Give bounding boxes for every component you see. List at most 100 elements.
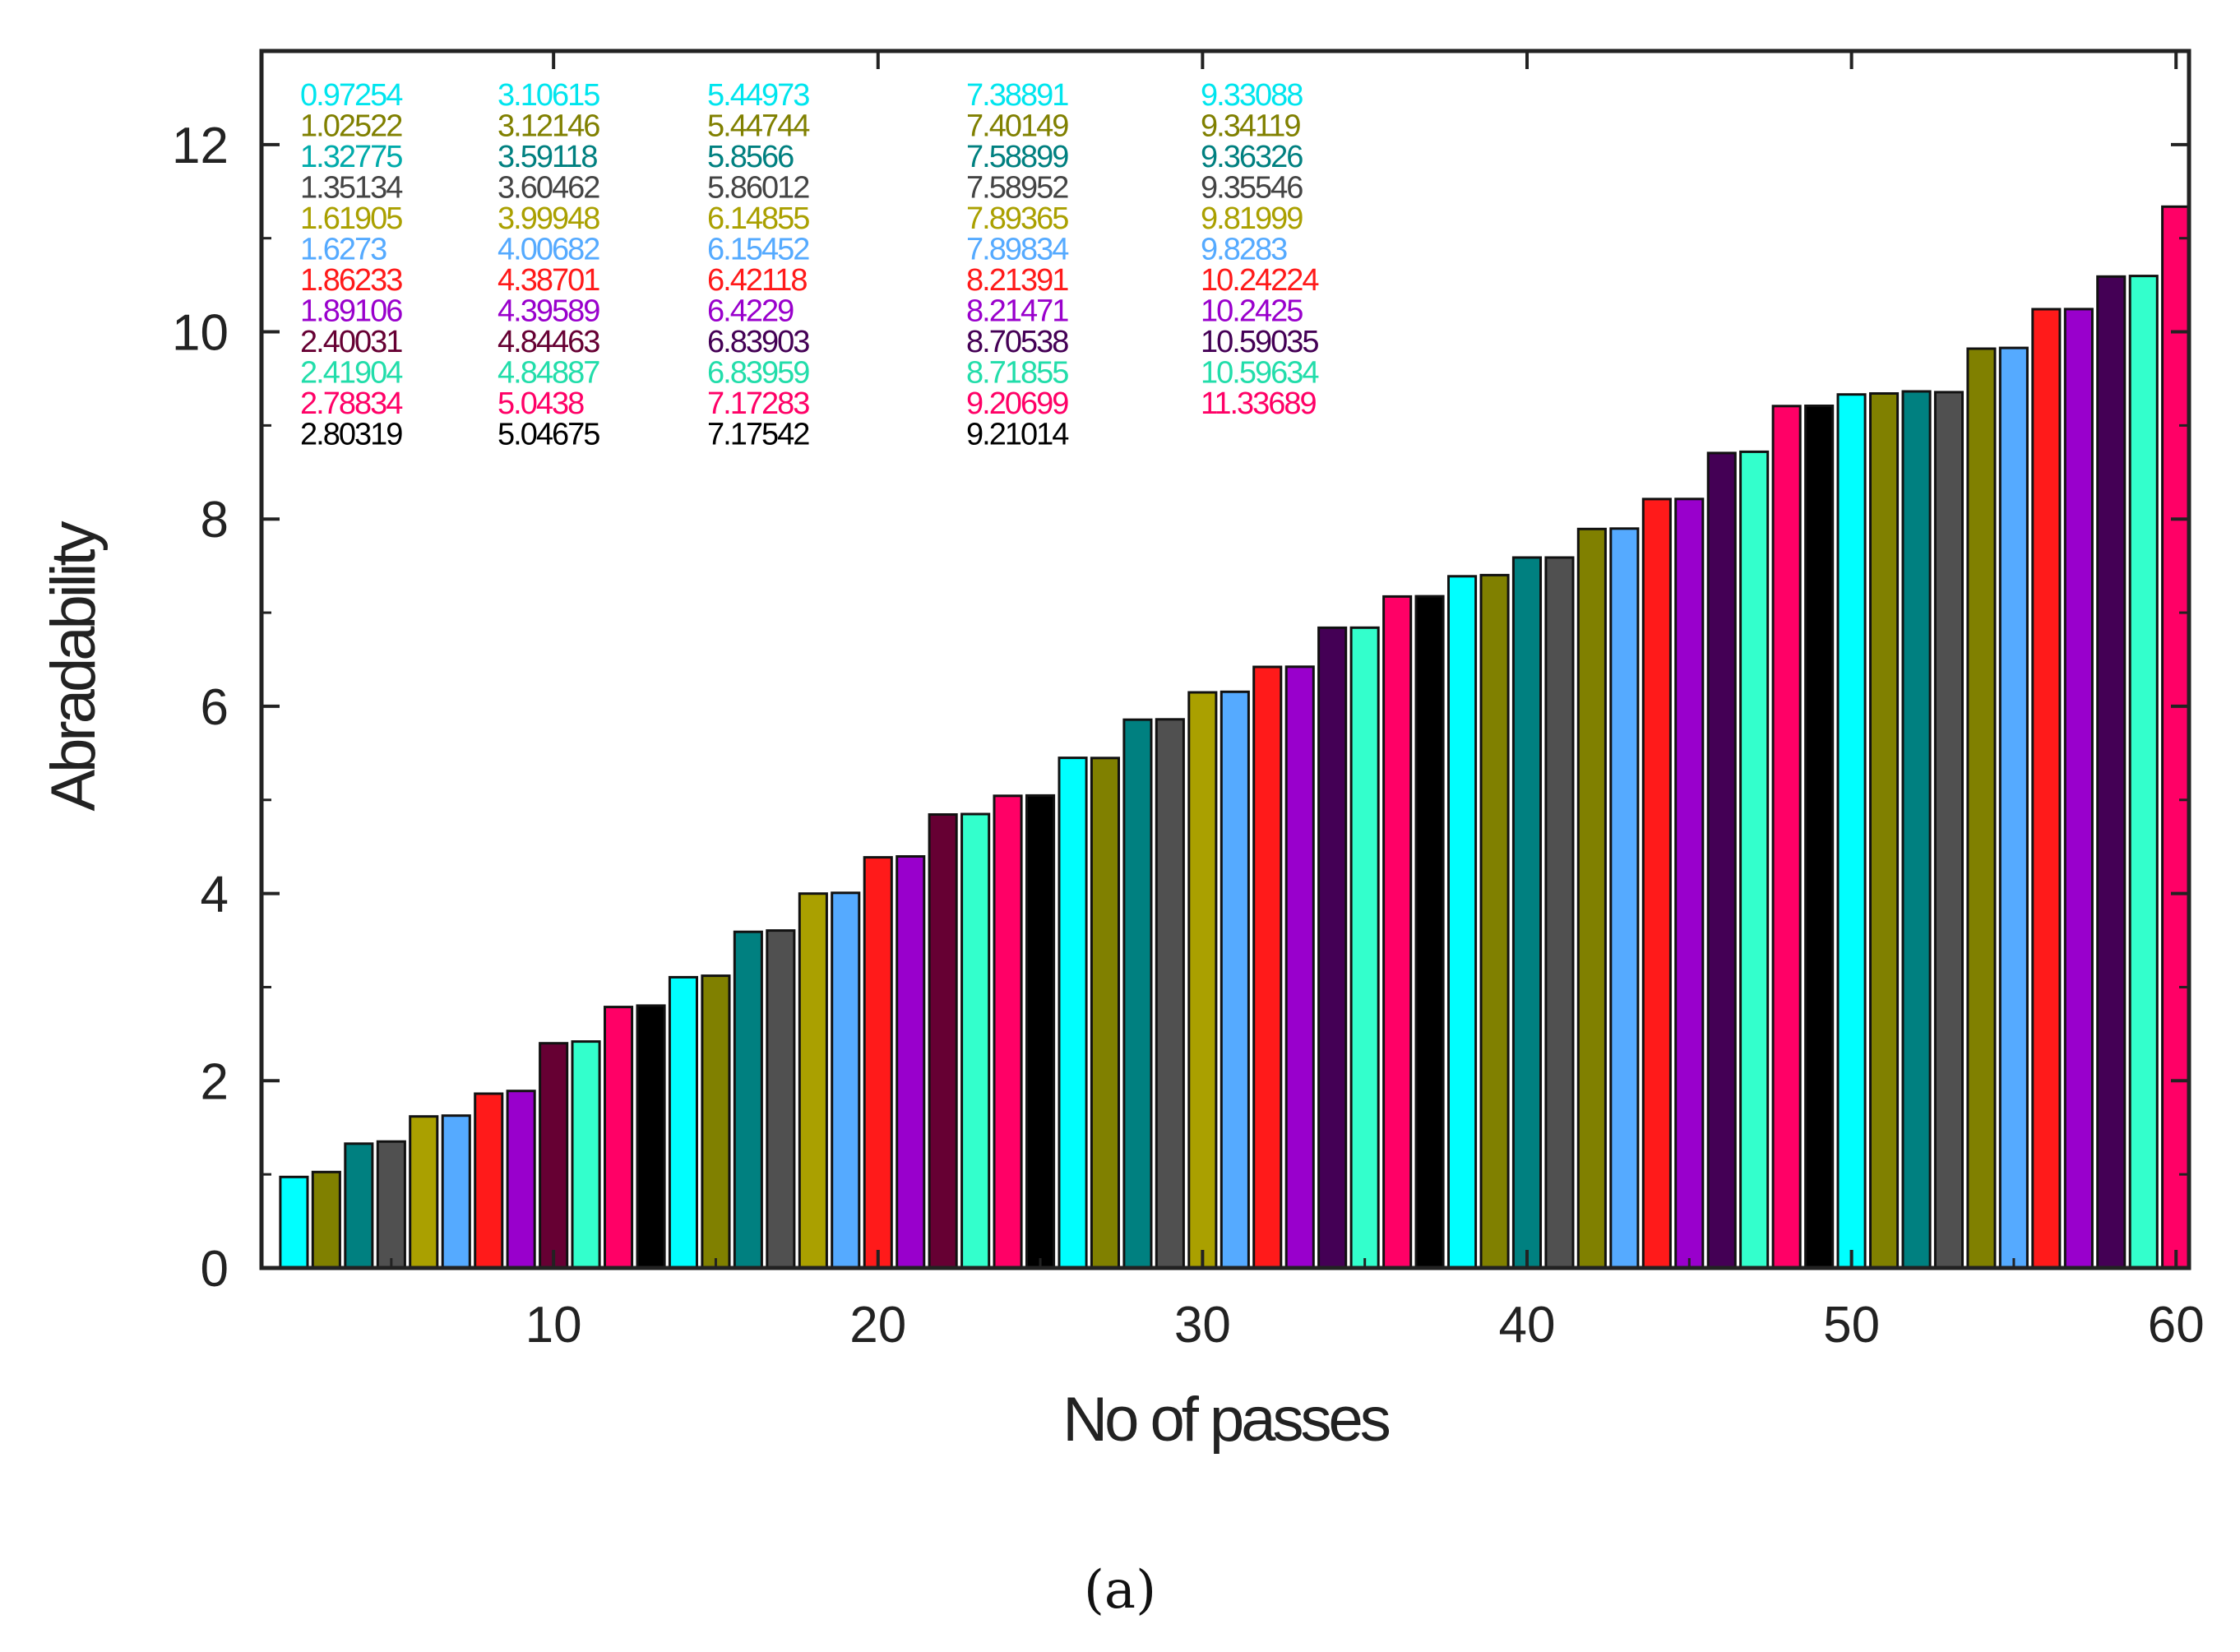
x-tick-label: 30 bbox=[1174, 1297, 1231, 1354]
bar-pass-57 bbox=[2063, 308, 2094, 1270]
value-label: 10.59634 bbox=[1201, 356, 1319, 391]
value-label: 9.36326 bbox=[1201, 140, 1303, 174]
value-label: 9.35546 bbox=[1201, 171, 1303, 206]
bar-pass-40 bbox=[1511, 556, 1543, 1270]
value-label: 0.97254 bbox=[300, 78, 403, 113]
value-label: 5.44973 bbox=[707, 78, 809, 113]
bar-pass-6 bbox=[409, 1115, 439, 1270]
value-label: 6.83903 bbox=[707, 325, 809, 359]
value-label: 1.02522 bbox=[300, 109, 402, 144]
value-label: 5.86012 bbox=[707, 171, 809, 206]
x-tick-label: 40 bbox=[1499, 1297, 1556, 1354]
bar-pass-36 bbox=[1382, 595, 1413, 1270]
bar-pass-11 bbox=[571, 1040, 601, 1270]
value-label: 4.00682 bbox=[498, 233, 599, 267]
bar-pass-25 bbox=[1025, 794, 1056, 1270]
value-label: 9.81999 bbox=[1201, 201, 1303, 236]
value-label: 2.78834 bbox=[300, 386, 403, 421]
bar-pass-19 bbox=[831, 891, 861, 1270]
bar-pass-56 bbox=[2031, 308, 2062, 1270]
bar-pass-31 bbox=[1220, 690, 1250, 1270]
bar-pass-44 bbox=[1641, 497, 1672, 1270]
value-label: 8.21391 bbox=[966, 263, 1068, 298]
bar-pass-53 bbox=[1933, 391, 1964, 1270]
bar-pass-14 bbox=[668, 975, 699, 1270]
value-label: 4.84463 bbox=[498, 325, 599, 359]
y-tick-label: 8 bbox=[201, 492, 229, 548]
bar-pass-24 bbox=[993, 794, 1023, 1270]
bar-pass-51 bbox=[1869, 392, 1900, 1270]
value-label: 9.8283 bbox=[1201, 233, 1287, 267]
bar-pass-46 bbox=[1706, 451, 1737, 1270]
value-label: 9.33088 bbox=[1201, 78, 1303, 113]
bar-pass-52 bbox=[1901, 390, 1932, 1270]
value-label: 10.24224 bbox=[1201, 263, 1319, 298]
bar-pass-20 bbox=[863, 856, 893, 1270]
value-label: 2.80319 bbox=[300, 418, 402, 452]
plot-frame bbox=[259, 49, 2191, 1270]
value-label: 9.34119 bbox=[1201, 109, 1300, 144]
bar-pass-35 bbox=[1349, 626, 1380, 1270]
value-label: 3.99948 bbox=[498, 201, 599, 236]
bar-pass-49 bbox=[1804, 405, 1835, 1270]
value-label: 9.21014 bbox=[966, 418, 1069, 452]
bar-pass-15 bbox=[701, 974, 731, 1270]
value-label: 3.60462 bbox=[498, 171, 599, 206]
value-label: 8.71855 bbox=[966, 356, 1068, 391]
bar-pass-54 bbox=[1966, 347, 1997, 1270]
y-tick-label: 6 bbox=[201, 679, 229, 736]
bar-pass-45 bbox=[1674, 497, 1705, 1270]
value-label: 6.83959 bbox=[707, 356, 809, 391]
value-label: 4.38701 bbox=[498, 263, 599, 298]
bar-pass-41 bbox=[1544, 556, 1575, 1270]
bar-pass-50 bbox=[1836, 393, 1867, 1270]
value-label: 5.8566 bbox=[707, 140, 794, 174]
value-label: 2.40031 bbox=[300, 325, 402, 359]
bar-pass-9 bbox=[506, 1090, 536, 1270]
value-label: 6.14855 bbox=[707, 201, 809, 236]
bar-pass-32 bbox=[1252, 665, 1283, 1270]
value-label: 8.70538 bbox=[966, 325, 1068, 359]
value-label: 7.17542 bbox=[707, 418, 809, 452]
value-label: 1.35134 bbox=[300, 171, 403, 206]
value-label: 8.21471 bbox=[966, 294, 1068, 329]
value-label: 9.20699 bbox=[966, 386, 1068, 421]
bar-pass-27 bbox=[1090, 757, 1121, 1270]
bar-pass-58 bbox=[2096, 275, 2127, 1270]
panel-label: (a) bbox=[1084, 1560, 1156, 1621]
bar-pass-38 bbox=[1447, 575, 1478, 1270]
x-tick-label: 20 bbox=[849, 1297, 906, 1354]
value-label: 4.39589 bbox=[498, 294, 599, 329]
bar-pass-5 bbox=[376, 1140, 406, 1270]
value-label: 4.84887 bbox=[498, 356, 599, 391]
bar-pass-16 bbox=[733, 930, 763, 1270]
value-label: 3.59118 bbox=[498, 140, 597, 174]
bar-pass-7 bbox=[441, 1114, 471, 1270]
bar-pass-10 bbox=[539, 1042, 569, 1270]
value-label: 3.12146 bbox=[498, 109, 599, 144]
value-label: 7.17283 bbox=[707, 386, 809, 421]
bar-pass-30 bbox=[1187, 691, 1218, 1270]
value-label: 1.32775 bbox=[300, 140, 402, 174]
y-axis-title: Abradability bbox=[39, 521, 109, 811]
x-tick-label: 60 bbox=[2148, 1297, 2205, 1354]
value-label: 5.04675 bbox=[498, 418, 599, 452]
x-tick-label: 50 bbox=[1823, 1297, 1880, 1354]
bar-pass-42 bbox=[1576, 527, 1607, 1270]
value-label: 6.4229 bbox=[707, 294, 794, 329]
bar-pass-23 bbox=[960, 812, 991, 1270]
value-label: 7.58899 bbox=[966, 140, 1068, 174]
bars-layer bbox=[279, 205, 2191, 1270]
bar-pass-47 bbox=[1739, 450, 1770, 1270]
y-tick-label: 0 bbox=[201, 1241, 229, 1298]
bar-pass-26 bbox=[1058, 757, 1088, 1270]
value-label: 5.44744 bbox=[707, 109, 810, 144]
y-tick-label: 4 bbox=[201, 867, 229, 923]
bar-pass-39 bbox=[1479, 573, 1510, 1270]
y-tick-label: 10 bbox=[172, 305, 229, 362]
bar-pass-59 bbox=[2128, 275, 2159, 1270]
value-label: 5.0438 bbox=[498, 386, 584, 421]
bar-pass-18 bbox=[798, 892, 828, 1270]
bar-pass-4 bbox=[344, 1142, 374, 1270]
